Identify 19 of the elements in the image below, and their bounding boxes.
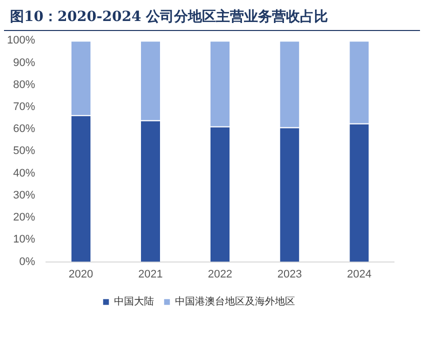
y-tick-label: 30%	[13, 189, 36, 202]
y-tick-label: 10%	[13, 234, 36, 246]
y-tick-label: 40%	[13, 167, 36, 180]
x-tick-label: 2024	[346, 268, 372, 280]
legend-label: 中国港澳台地区及海外地区	[175, 296, 295, 308]
y-tick-label: 20%	[13, 212, 36, 224]
chart-title: 图10：2020-2024 公司分地区主营业务营收占比	[4, 0, 420, 31]
x-tick-label: 2021	[138, 268, 163, 280]
y-tick-label: 50%	[13, 145, 36, 158]
x-tick-label: 2022	[208, 268, 232, 280]
y-tick-label: 100%	[6, 34, 36, 47]
x-tick-label: 2020	[68, 268, 94, 280]
x-tick-label: 2023	[277, 268, 302, 280]
y-tick-label: 80%	[13, 78, 36, 91]
y-tick-label: 70%	[13, 100, 36, 113]
y-tick-label: 0%	[19, 256, 36, 268]
y-tick-label: 90%	[13, 56, 36, 69]
y-tick-label: 60%	[13, 123, 36, 136]
legend-label: 中国大陆	[114, 296, 154, 308]
